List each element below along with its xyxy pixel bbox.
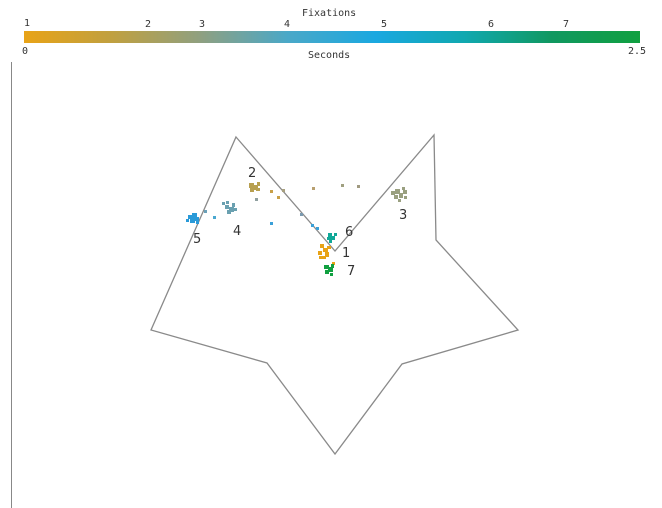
fixation-label-2: 2 [248, 166, 256, 181]
gaze-sample [357, 185, 360, 188]
fixation-cluster-7 [324, 264, 334, 276]
fixation-tick-6: 6 [488, 19, 495, 30]
gaze-sample [316, 227, 319, 230]
fixation-cluster-5 [186, 213, 199, 224]
gaze-sample [277, 196, 280, 199]
fixation-cluster-3 [391, 189, 407, 202]
fixation-cluster-4 [225, 201, 237, 214]
fixation-label-7: 7 [347, 264, 355, 279]
gaze-sample [311, 224, 314, 227]
gaze-sample [300, 213, 303, 216]
star-outline [150, 133, 520, 456]
gaze-sample [270, 222, 273, 225]
gaze-sample [204, 210, 207, 213]
gaze-sample [213, 216, 216, 219]
fixation-tick-2: 2 [145, 19, 152, 30]
gaze-sample [319, 256, 322, 259]
legend-title: Fixations [302, 8, 357, 19]
gaze-sample [341, 184, 344, 187]
fixation-tick-4: 4 [284, 19, 291, 30]
fixation-cluster-2 [249, 182, 260, 192]
gaze-sample [312, 187, 315, 190]
time-axis-label: Seconds [308, 50, 351, 61]
time-min-label: 0 [22, 46, 29, 57]
gaze-sample [282, 189, 285, 192]
gaze-sample [402, 187, 405, 190]
fixation-cluster-6 [327, 233, 337, 243]
fixation-tick-1: 1 [24, 18, 31, 29]
left-border-line [11, 62, 12, 508]
time-max-label: 2.5 [628, 46, 647, 57]
fixation-tick-7: 7 [563, 19, 570, 30]
gaze-sample [270, 190, 273, 193]
fixation-cluster-1 [318, 244, 331, 259]
fixation-label-6: 6 [345, 225, 353, 240]
fixation-label-4: 4 [233, 224, 241, 239]
time-color-gradient-bar [24, 31, 640, 43]
fixation-label-3: 3 [399, 208, 407, 223]
gaze-sample [255, 198, 258, 201]
gaze-sample [332, 262, 335, 265]
fixation-label-5: 5 [193, 232, 201, 247]
fixation-tick-3: 3 [199, 19, 206, 30]
fixation-label-1: 1 [342, 246, 350, 261]
fixation-tick-5: 5 [381, 19, 388, 30]
gaze-sample [222, 202, 225, 205]
